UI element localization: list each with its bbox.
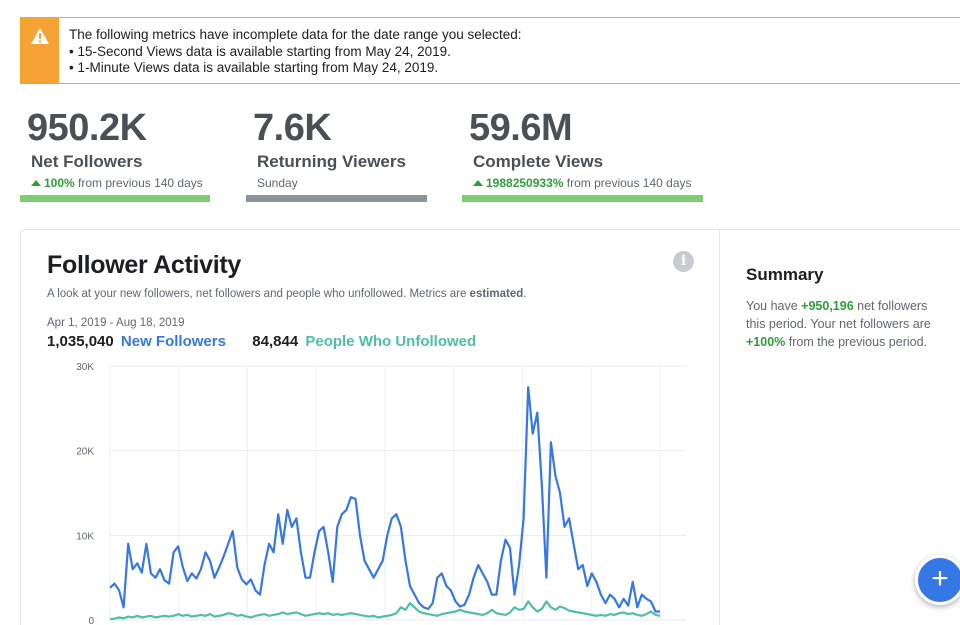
card-divider	[719, 229, 720, 625]
warning-text: The following metrics have incomplete da…	[59, 18, 522, 83]
y-tick-label: 30K	[76, 362, 94, 373]
date-range: Apr 1, 2019 - Aug 18, 2019	[47, 317, 185, 329]
unfollowed-line	[109, 600, 661, 621]
metric-label: Complete Views	[473, 152, 604, 171]
info-icon[interactable]: i	[673, 251, 694, 272]
metric-change-pct: 100%	[44, 176, 75, 190]
metric-label: Net Followers	[31, 152, 143, 171]
description-text: A look at your new followers, net follow…	[47, 288, 467, 300]
metric-change-note: from previous 140 days	[78, 176, 203, 190]
new-followers-line	[109, 386, 660, 613]
unfollowed-label[interactable]: People Who Unfollowed	[305, 333, 477, 350]
metric-change: 1988250933% from previous 140 days	[473, 176, 692, 190]
warning-line: The following metrics have incomplete da…	[69, 27, 522, 42]
add-button[interactable]: +	[915, 555, 960, 605]
metric-underline-bar	[20, 195, 210, 202]
metric-change-pct: 1988250933%	[486, 176, 564, 190]
y-tick-label: 0	[88, 616, 94, 625]
warning-stripe	[21, 18, 59, 83]
new-followers-count: 1,035,040	[47, 333, 114, 350]
metric-returning-viewers[interactable]: 7.6K Returning Viewers Sunday	[253, 104, 406, 190]
metric-change-note: from previous 140 days	[566, 176, 692, 190]
summary-net-value: +950,196	[801, 299, 854, 313]
y-tick-label: 20K	[76, 447, 94, 458]
metric-value: 950.2K	[27, 107, 147, 149]
metric-underline-bar	[246, 195, 427, 202]
metric-label: Returning Viewers	[257, 152, 406, 171]
summary-text-3: from the previous period.	[788, 335, 928, 349]
metric-sub: Sunday	[257, 176, 298, 190]
summary-text: You have +950,196 net followers this per…	[746, 297, 946, 351]
metric-net-followers[interactable]: 950.2K Net Followers 100% from previous …	[27, 104, 203, 190]
up-arrow-icon	[31, 180, 41, 186]
summary-title: Summary	[746, 265, 824, 284]
summary-pct-value: +100%	[746, 335, 786, 349]
metric-value: 59.6M	[469, 107, 573, 149]
warning-line: • 1-Minute Views data is available start…	[69, 60, 439, 75]
unfollowed-count: 84,844	[252, 333, 299, 350]
new-followers-label[interactable]: New Followers	[120, 333, 226, 350]
card-title: Follower Activity	[47, 251, 242, 279]
description-end: .	[523, 288, 527, 300]
summary-text-1: You have	[746, 299, 798, 313]
chart-legend: 1,035,040 New Followers 84,844 People Wh…	[47, 333, 476, 350]
summary-text-2: net followers this period. Your net foll…	[746, 299, 931, 331]
incomplete-data-warning: The following metrics have incomplete da…	[20, 17, 960, 84]
warning-line: • 15-Second Views data is available star…	[69, 43, 451, 59]
y-tick-label: 10K	[76, 531, 94, 542]
metric-complete-views[interactable]: 59.6M Complete Views 1988250933% from pr…	[469, 104, 692, 190]
up-arrow-icon	[473, 180, 483, 186]
metric-change: 100% from previous 140 days	[31, 176, 203, 190]
metric-value: 7.6K	[253, 107, 332, 149]
description-bold: estimated	[469, 288, 524, 300]
warning-icon	[31, 28, 49, 44]
metric-underline-bar	[462, 195, 703, 202]
follower-activity-card	[20, 229, 960, 625]
card-description: A look at your new followers, net follow…	[47, 288, 526, 300]
